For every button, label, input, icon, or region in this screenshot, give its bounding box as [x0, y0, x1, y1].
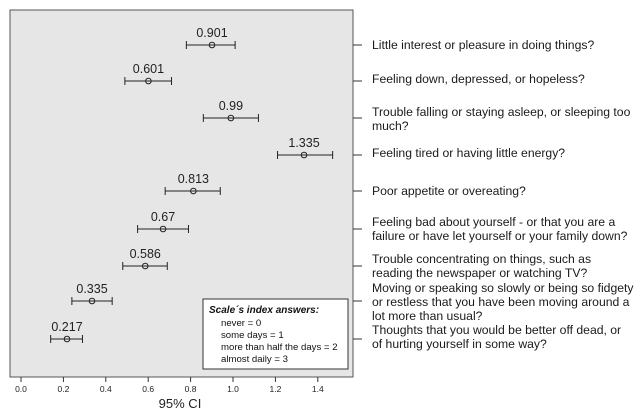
point-estimate: [190, 187, 197, 195]
x-tick-label: 0.0: [15, 384, 27, 394]
item-label: Feeling bad about yourself - or that you…: [372, 215, 628, 243]
legend: Scale´s index answers: never = 0 some da…: [202, 298, 349, 370]
item-label: Trouble falling or staying asleep, or sl…: [372, 105, 631, 133]
point-estimate: [63, 335, 71, 343]
point-value-label: 0.901: [196, 26, 227, 40]
point-value-label: 0.586: [130, 247, 161, 261]
item-label: Moving or speaking so slowly or being so…: [372, 281, 634, 323]
legend-line: some days = 1: [221, 330, 284, 341]
point-value-label: 1.335: [288, 136, 319, 150]
point-value-label: 0.67: [151, 210, 175, 224]
point-value-label: 0.813: [178, 172, 209, 186]
point-estimate: [227, 114, 235, 122]
x-tick-label: 0.2: [57, 384, 69, 394]
point-value-label: 0.601: [133, 62, 164, 76]
legend-line: almost daily = 3: [221, 354, 288, 365]
point-estimate: [145, 77, 152, 85]
x-tick-label: 0.8: [185, 384, 197, 394]
item-label: Feeling tired or having little energy?: [372, 146, 566, 160]
legend-line: more than half the days = 2: [221, 342, 338, 353]
point-value-label: 0.217: [51, 320, 82, 334]
point-estimate: [88, 297, 96, 305]
point-value-label: 0.335: [76, 282, 107, 296]
point-estimate: [159, 225, 167, 233]
x-tick-label: 1.0: [227, 384, 239, 394]
legend-title: Scale´s index answers:: [209, 305, 319, 316]
item-label: Trouble concentrating on things, such as…: [372, 252, 592, 280]
x-tick-label: 0.6: [142, 384, 154, 394]
point-estimate: [300, 151, 308, 159]
x-tick-label: 0.4: [100, 384, 112, 394]
item-label: Feeling down, depressed, or hopeless?: [372, 72, 585, 86]
point-value-label: 0.99: [219, 99, 243, 113]
x-tick-label: 1.4: [312, 384, 324, 394]
item-label: Little interest or pleasure in doing thi…: [372, 38, 595, 52]
point-estimate: [141, 262, 149, 270]
point-estimate: [208, 41, 216, 49]
x-axis-label: 95% CI: [159, 396, 202, 411]
item-label: Thoughts that you would be better off de…: [372, 323, 622, 351]
item-label: Poor appetite or overeating?: [372, 184, 526, 198]
legend-box: [202, 298, 349, 370]
legend-line: never = 0: [221, 318, 261, 329]
x-tick-label: 1.2: [269, 384, 281, 394]
